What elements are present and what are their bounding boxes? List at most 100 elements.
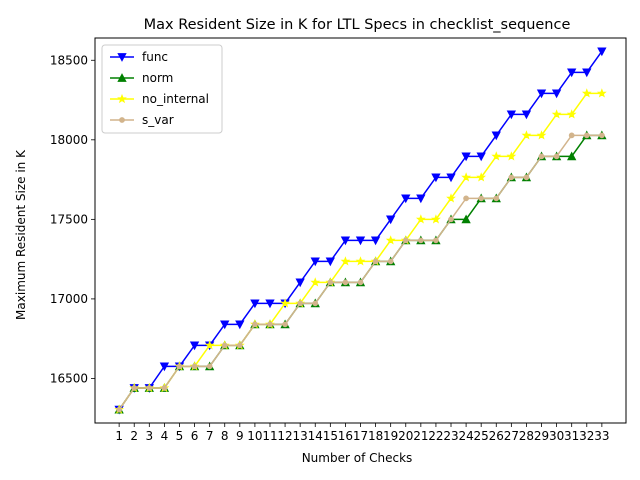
x-tick-label: 13 bbox=[293, 429, 308, 443]
data-point-func bbox=[310, 257, 320, 267]
x-tick-label: 10 bbox=[247, 429, 262, 443]
data-point-s_var bbox=[568, 132, 575, 139]
x-tick-label: 20 bbox=[398, 429, 413, 443]
data-point-s_var bbox=[583, 132, 590, 139]
legend-label-func: func bbox=[142, 50, 168, 64]
data-point-no_internal bbox=[385, 235, 396, 245]
data-point-func bbox=[159, 362, 170, 372]
data-point-s_var bbox=[553, 153, 560, 160]
data-point-no_internal bbox=[461, 172, 471, 182]
x-tick-label: 14 bbox=[308, 429, 323, 443]
data-point-s_var bbox=[417, 237, 424, 244]
series-line-no_internal bbox=[118, 92, 602, 411]
legend-marker-s_var bbox=[119, 117, 125, 123]
data-point-func bbox=[370, 236, 381, 246]
y-tick-label: 18000 bbox=[50, 133, 88, 147]
data-point-s_var bbox=[221, 342, 228, 349]
data-point-no_internal bbox=[596, 88, 607, 98]
data-point-no_internal bbox=[310, 277, 321, 287]
data-point-no_internal bbox=[431, 214, 441, 224]
data-point-s_var bbox=[387, 258, 394, 265]
x-tick-label: 11 bbox=[262, 429, 277, 443]
data-point-no_internal bbox=[446, 193, 456, 203]
data-point-s_var bbox=[372, 258, 379, 265]
legend-marker-func bbox=[117, 53, 127, 62]
data-point-func bbox=[476, 152, 486, 162]
data-point-func bbox=[506, 110, 517, 120]
legend-label-norm: norm bbox=[142, 71, 173, 85]
data-point-func bbox=[521, 110, 532, 120]
x-tick-label: 5 bbox=[176, 429, 184, 443]
data-point-no_internal bbox=[521, 130, 532, 140]
legend-label-s_var: s_var bbox=[142, 113, 174, 127]
plot-area: 1 2 3 4 5 6 7 8 9 10 11 12 13 14 15 16 17 18 19 20 21 22 23 24 2… bbox=[50, 37, 627, 443]
data-point-s_var bbox=[282, 321, 288, 328]
data-point-func bbox=[446, 173, 456, 183]
x-tick-label: 31 bbox=[564, 429, 579, 443]
data-point-s_var bbox=[176, 363, 183, 370]
data-point-s_var bbox=[523, 174, 530, 181]
x-tick-label: 15 bbox=[323, 429, 338, 443]
data-point-s_var bbox=[161, 385, 168, 391]
data-point-s_var bbox=[146, 385, 153, 391]
data-point-s_var bbox=[433, 237, 439, 244]
data-point-no_internal bbox=[551, 109, 562, 119]
data-point-func bbox=[567, 68, 577, 78]
x-tick-label: 23 bbox=[443, 429, 458, 443]
data-point-func bbox=[597, 47, 607, 57]
x-tick-label: 25 bbox=[474, 429, 489, 443]
legend-marker-norm bbox=[117, 73, 127, 82]
x-tick-label: 21 bbox=[413, 429, 428, 443]
x-tick-label: 24 bbox=[458, 429, 473, 443]
data-point-no_internal bbox=[476, 172, 487, 182]
y-axis-label: Maximum Resident Size in K bbox=[14, 149, 28, 320]
data-point-func bbox=[582, 68, 592, 78]
data-point-no_internal bbox=[280, 298, 290, 308]
data-point-no_internal bbox=[506, 151, 517, 161]
data-point-s_var bbox=[327, 279, 334, 286]
y-tick-label: 17500 bbox=[50, 212, 88, 226]
data-point-no_internal bbox=[340, 256, 351, 266]
y-tick-label: 16500 bbox=[50, 371, 88, 385]
data-point-s_var bbox=[131, 385, 138, 391]
data-point-func bbox=[491, 131, 501, 141]
x-tick-label: 4 bbox=[161, 429, 169, 443]
data-point-func bbox=[295, 278, 305, 288]
x-tick-label: 30 bbox=[549, 429, 564, 443]
legend-box bbox=[101, 44, 223, 134]
data-point-func bbox=[355, 236, 366, 246]
x-tick-label: 18 bbox=[368, 429, 383, 443]
data-point-no_internal bbox=[491, 151, 502, 161]
data-point-s_var bbox=[252, 321, 258, 328]
data-point-no_internal bbox=[355, 256, 366, 266]
x-tick-label: 9 bbox=[236, 429, 244, 443]
data-point-s_var bbox=[267, 321, 273, 328]
data-point-s_var bbox=[342, 279, 349, 286]
x-tick-label: 12 bbox=[277, 429, 292, 443]
x-tick-label: 19 bbox=[383, 429, 398, 443]
x-tick-label: 26 bbox=[489, 429, 504, 443]
x-axis-label: Number of Checks bbox=[302, 451, 413, 465]
data-point-s_var bbox=[236, 342, 243, 349]
x-tick-label: 8 bbox=[221, 429, 229, 443]
data-point-s_var bbox=[478, 195, 485, 202]
x-tick-label: 16 bbox=[338, 429, 353, 443]
x-tick-label: 28 bbox=[519, 429, 534, 443]
data-point-func bbox=[551, 89, 562, 99]
data-point-norm bbox=[461, 214, 471, 224]
x-tick-label: 1 bbox=[115, 429, 123, 443]
data-point-func bbox=[401, 194, 411, 204]
data-point-s_var bbox=[538, 153, 545, 160]
y-tick-label: 18500 bbox=[50, 53, 88, 67]
data-point-no_internal bbox=[581, 88, 592, 98]
data-point-func bbox=[536, 89, 547, 99]
data-point-s_var bbox=[598, 132, 605, 139]
data-point-s_var bbox=[206, 363, 213, 370]
data-point-no_internal bbox=[204, 340, 215, 350]
data-point-func bbox=[431, 173, 441, 183]
x-tick-label: 2 bbox=[130, 429, 138, 443]
data-point-s_var bbox=[402, 237, 409, 244]
chart-title: Max Resident Size in K for LTL Specs in … bbox=[144, 17, 571, 33]
data-point-func bbox=[189, 341, 200, 351]
